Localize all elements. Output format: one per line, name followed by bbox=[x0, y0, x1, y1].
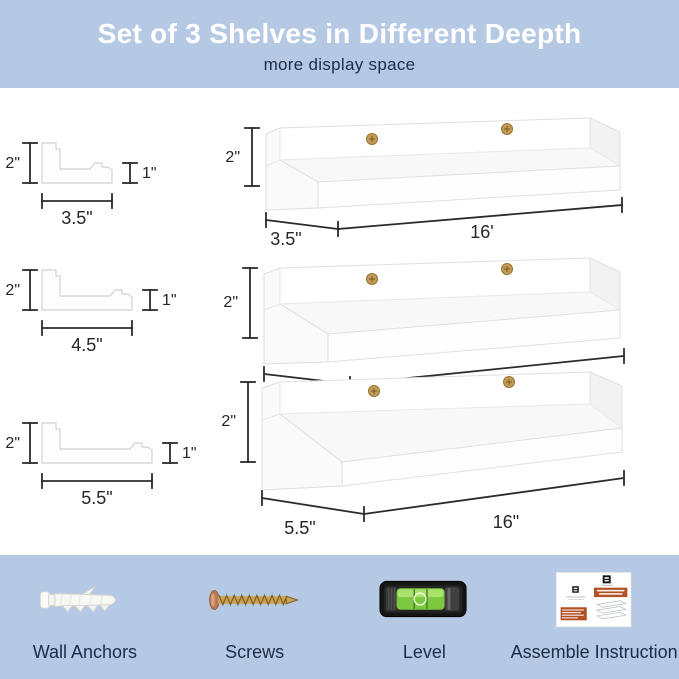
page-title: Set of 3 Shelves in Different Deepth bbox=[97, 18, 582, 49]
lip-dimension bbox=[122, 162, 138, 184]
accessory-label: Wall Anchors bbox=[32, 642, 138, 662]
height-dim-label: 2" bbox=[6, 435, 20, 452]
shelf-perspective-view-3-5: 2" 3.5" 16' bbox=[225, 117, 623, 248]
height-dim-label: 2" bbox=[6, 282, 20, 299]
depth-dim-label: 5.5" bbox=[284, 518, 315, 538]
depth-dimension bbox=[260, 490, 366, 522]
height-dimension bbox=[242, 267, 258, 339]
screw-icon bbox=[203, 571, 307, 629]
lip-dim-label: 1" bbox=[162, 292, 177, 309]
accessory-wall-anchors: Wall Anchors bbox=[0, 555, 170, 679]
width-dim-label: 4.5" bbox=[71, 335, 102, 355]
shelf-profile bbox=[41, 142, 113, 184]
length-dim-label: 16' bbox=[470, 222, 493, 242]
width-dimension bbox=[41, 473, 153, 489]
shelf-screws bbox=[366, 123, 513, 145]
height-dimension bbox=[22, 269, 38, 311]
height-dimension bbox=[240, 381, 256, 463]
shelf-profile bbox=[41, 422, 153, 464]
length-dim-label: 16" bbox=[493, 512, 519, 532]
shelf-side-view-4-5: 2" 4.5" 1" bbox=[6, 269, 177, 355]
height-dimension bbox=[22, 142, 38, 184]
wall-anchor-icon bbox=[35, 571, 135, 629]
lip-dimension bbox=[162, 442, 178, 464]
shelf-end-detail bbox=[261, 382, 281, 421]
shelf-side-view-3-5: 2" 3.5" 1" bbox=[6, 142, 157, 228]
height-dimension bbox=[244, 127, 260, 187]
accessory-level: Level bbox=[340, 555, 510, 679]
width-dim-label: 5.5" bbox=[81, 488, 112, 508]
shelf-end-detail bbox=[263, 268, 281, 311]
shelf-screws bbox=[366, 263, 513, 285]
accessory-label: Level bbox=[402, 642, 446, 662]
height-dim-label: 2" bbox=[223, 294, 238, 311]
height-dimension bbox=[22, 422, 38, 464]
shelf-end-detail bbox=[265, 128, 281, 167]
height-dim-label: 2" bbox=[225, 149, 240, 166]
level-icon bbox=[378, 571, 470, 629]
accessory-instruction: Assemble Instruction bbox=[509, 555, 679, 679]
lip-dim-label: 1" bbox=[142, 165, 157, 182]
width-dim-label: 3.5" bbox=[61, 208, 92, 228]
accessory-screws: Screws bbox=[170, 555, 340, 679]
height-dim-label: 2" bbox=[222, 413, 236, 430]
width-dimension bbox=[41, 320, 133, 336]
length-dimension bbox=[362, 470, 626, 516]
lip-dimension bbox=[142, 289, 158, 311]
accessory-label: Screws bbox=[225, 642, 285, 662]
height-dim-label: 2" bbox=[6, 155, 20, 172]
length-dimension bbox=[337, 197, 623, 230]
page-subtitle: more display space bbox=[263, 55, 416, 74]
width-dimension bbox=[41, 193, 113, 209]
instruction-booklet-icon bbox=[541, 571, 647, 629]
shelf-perspective-view-5-5: 2" 5.5" 16" bbox=[222, 371, 626, 538]
shelf-screws bbox=[368, 376, 515, 397]
depth-dim-label: 3.5" bbox=[270, 229, 301, 248]
shelf-side-view-5-5: 2" 5.5" 1" bbox=[6, 422, 197, 508]
shelf-profile bbox=[41, 269, 133, 311]
diagram-section: 2" 3.5" 1" 2" bbox=[0, 88, 679, 555]
accessories-section: Wall Anchors Screws bbox=[0, 555, 679, 679]
lip-dim-label: 1" bbox=[182, 445, 197, 462]
accessory-label: Assemble Instruction bbox=[510, 642, 678, 662]
header-banner: Set of 3 Shelves in Different Deepth mor… bbox=[0, 0, 679, 88]
